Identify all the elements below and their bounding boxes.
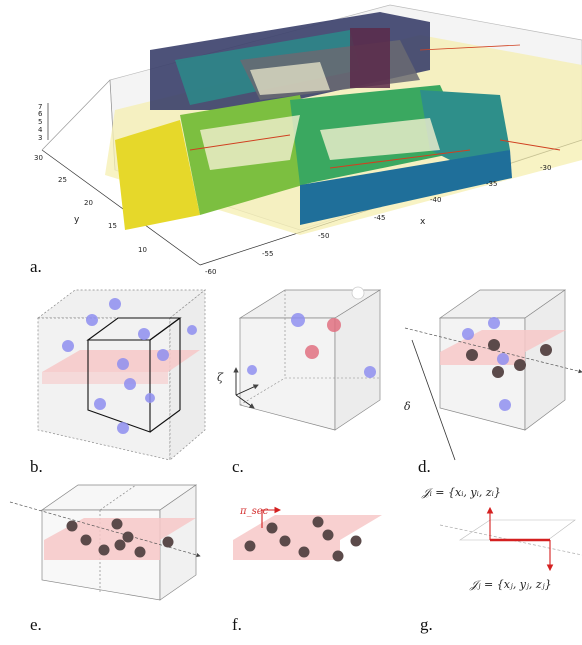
panel-a-building (115, 12, 561, 230)
panel-b-voxel-grid: b. (30, 289, 206, 476)
point (351, 286, 365, 300)
projected-point (98, 544, 110, 556)
panel-a-x-ticks: -60 -55 -50 -45 -40 -35 -30 x (205, 164, 551, 276)
projected-point (111, 518, 123, 530)
panel-b-inner-cube (86, 317, 182, 433)
x-axis-label: x (420, 217, 426, 227)
projected-point (134, 546, 146, 558)
y-tick: 25 (58, 176, 67, 184)
panel-b-points (62, 298, 197, 434)
panel-a-point-cloud: 7 6 5 4 3 30 25 20 15 10 y -60 -55 -50 -… (30, 4, 582, 276)
point (124, 378, 136, 390)
panel-a-y-ticks: 30 25 20 15 10 y (34, 154, 147, 254)
point (117, 358, 129, 370)
panel-c-axes (233, 367, 259, 409)
projected-point (332, 550, 344, 562)
point (187, 325, 197, 335)
projected-point (312, 516, 324, 528)
point (291, 313, 305, 327)
projected-point (492, 366, 504, 378)
projected-point (350, 535, 362, 547)
projected-point (514, 359, 526, 371)
x-tick: -35 (486, 180, 497, 188)
z-tick: 7 (38, 103, 42, 111)
node-j-label: 𝒥ⱼ = {xⱼ, yⱼ, zⱼ} (469, 578, 552, 591)
x-tick: -55 (262, 250, 273, 258)
centroid-point (305, 345, 319, 359)
point (109, 298, 121, 310)
projected-point (266, 522, 278, 534)
panel-label-c: c. (232, 457, 244, 476)
point (62, 340, 74, 352)
panel-c-single-voxel: ζ c. (217, 286, 382, 476)
z-tick: 3 (38, 134, 42, 142)
panel-label-g: g. (420, 615, 433, 634)
projected-point (540, 344, 552, 356)
point (138, 328, 150, 340)
y-axis-label: y (74, 215, 80, 225)
panel-c-points (247, 286, 376, 378)
x-tick: -40 (430, 196, 441, 204)
projected-point (122, 531, 134, 543)
panel-g-edge: 𝒥ᵢ = {xᵢ, yᵢ, zᵢ} 𝒥ⱼ = {xⱼ, yⱼ, zⱼ} g. (420, 486, 582, 634)
delta-label: δ (404, 400, 411, 413)
panel-f-section-plane: π_sec f. (232, 506, 382, 634)
centroid-point (327, 318, 341, 332)
panel-d-points (462, 317, 552, 411)
point (499, 399, 511, 411)
y-tick: 15 (108, 222, 117, 230)
point (462, 328, 474, 340)
point (247, 365, 257, 375)
x-tick: -45 (374, 214, 385, 222)
y-tick: 20 (84, 199, 93, 207)
x-tick: -60 (205, 268, 216, 276)
point (86, 314, 98, 326)
projected-point (298, 546, 310, 558)
point (364, 366, 376, 378)
panel-label-b: b. (30, 457, 43, 476)
panel-label-f: f. (232, 615, 242, 634)
zeta-label: ζ (217, 371, 224, 384)
point (488, 317, 500, 329)
point (117, 422, 129, 434)
projected-point (322, 529, 334, 541)
panel-e-section-pair: e. (9, 484, 201, 634)
point (145, 393, 155, 403)
projected-point (162, 536, 174, 548)
node-i-label: 𝒥ᵢ = {xᵢ, yᵢ, zᵢ} (421, 486, 501, 499)
z-tick: 6 (38, 110, 43, 118)
projected-point (488, 339, 500, 351)
panel-f-points (244, 516, 362, 562)
projected-point (279, 535, 291, 547)
panel-e-section-plane (44, 518, 196, 560)
panel-a-z-ticks: 7 6 5 4 3 (38, 103, 49, 142)
panel-label-d: d. (418, 457, 431, 476)
z-tick: 4 (38, 126, 43, 134)
point (157, 349, 169, 361)
projected-point (66, 520, 78, 532)
y-tick: 30 (34, 154, 43, 162)
panel-label-e: e. (30, 615, 42, 634)
projected-point (244, 540, 256, 552)
y-tick: 10 (138, 246, 147, 254)
panel-e-points (66, 518, 174, 558)
z-tick: 5 (38, 118, 42, 126)
panel-d-section-cube: δ d. (404, 289, 582, 476)
projected-point (114, 539, 126, 551)
point (94, 398, 106, 410)
panel-label-a: a. (30, 257, 42, 276)
projected-point (466, 349, 478, 361)
pi-sec-label: π_sec (239, 506, 269, 517)
projected-point (80, 534, 92, 546)
x-tick: -50 (318, 232, 329, 240)
point (497, 353, 509, 365)
x-tick: -30 (540, 164, 551, 172)
